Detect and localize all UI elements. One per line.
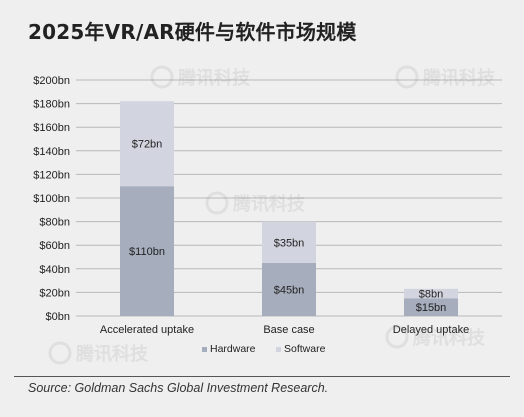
legend-swatch-software	[276, 347, 281, 352]
x-tick-label: Accelerated uptake	[100, 324, 194, 336]
data-label: $35bn	[274, 237, 305, 249]
y-tick-label: $100bn	[33, 193, 70, 205]
y-tick-label: $200bn	[33, 75, 70, 87]
legend: Hardware Software	[202, 343, 326, 355]
bars: $110bn $72bn $45bn $35bn $15bn$8bn	[120, 101, 458, 316]
y-tick-label: $0bn	[46, 311, 70, 323]
y-tick-label: $80bn	[39, 217, 70, 229]
data-label: $72bn	[132, 139, 163, 151]
y-tick-label: $40bn	[39, 264, 70, 276]
bar-hardware-0	[120, 186, 174, 316]
data-label: $15bn	[416, 302, 447, 314]
bar-software-0	[120, 101, 174, 187]
legend-label: Hardware	[210, 343, 256, 355]
legend-label: Software	[284, 343, 326, 355]
y-axis: $0bn $20bn $40bn $60bn $80bn $100bn $120bn $140…	[33, 75, 70, 323]
data-label: $45bn	[274, 284, 305, 296]
data-label: $110bn	[129, 246, 165, 258]
source-divider	[14, 376, 510, 377]
y-tick-label: $120bn	[33, 169, 70, 181]
bar-hardware-1	[262, 262, 316, 316]
x-tick-label: Delayed uptake	[393, 324, 469, 336]
bar-software-2	[404, 288, 458, 299]
x-tick-label: Base case	[263, 324, 314, 336]
bar-hardware-2	[404, 298, 458, 316]
data-label: $8bn	[419, 289, 443, 301]
x-axis: Accelerated uptake Base case Delayed uptak…	[100, 324, 469, 336]
source-note: Source: Goldman Sachs Global Investment …	[28, 381, 329, 395]
y-tick-label: $160bn	[33, 122, 70, 134]
legend-swatch-hardware	[202, 347, 207, 352]
y-tick-label: $180bn	[33, 99, 70, 111]
y-tick-label: $140bn	[33, 146, 70, 158]
y-tick-label: $60bn	[39, 240, 70, 252]
bar-software-1	[262, 221, 316, 263]
chart-title: 2025年VR/AR硬件与软件市场规模	[28, 20, 357, 44]
y-tick-label: $20bn	[39, 287, 70, 299]
